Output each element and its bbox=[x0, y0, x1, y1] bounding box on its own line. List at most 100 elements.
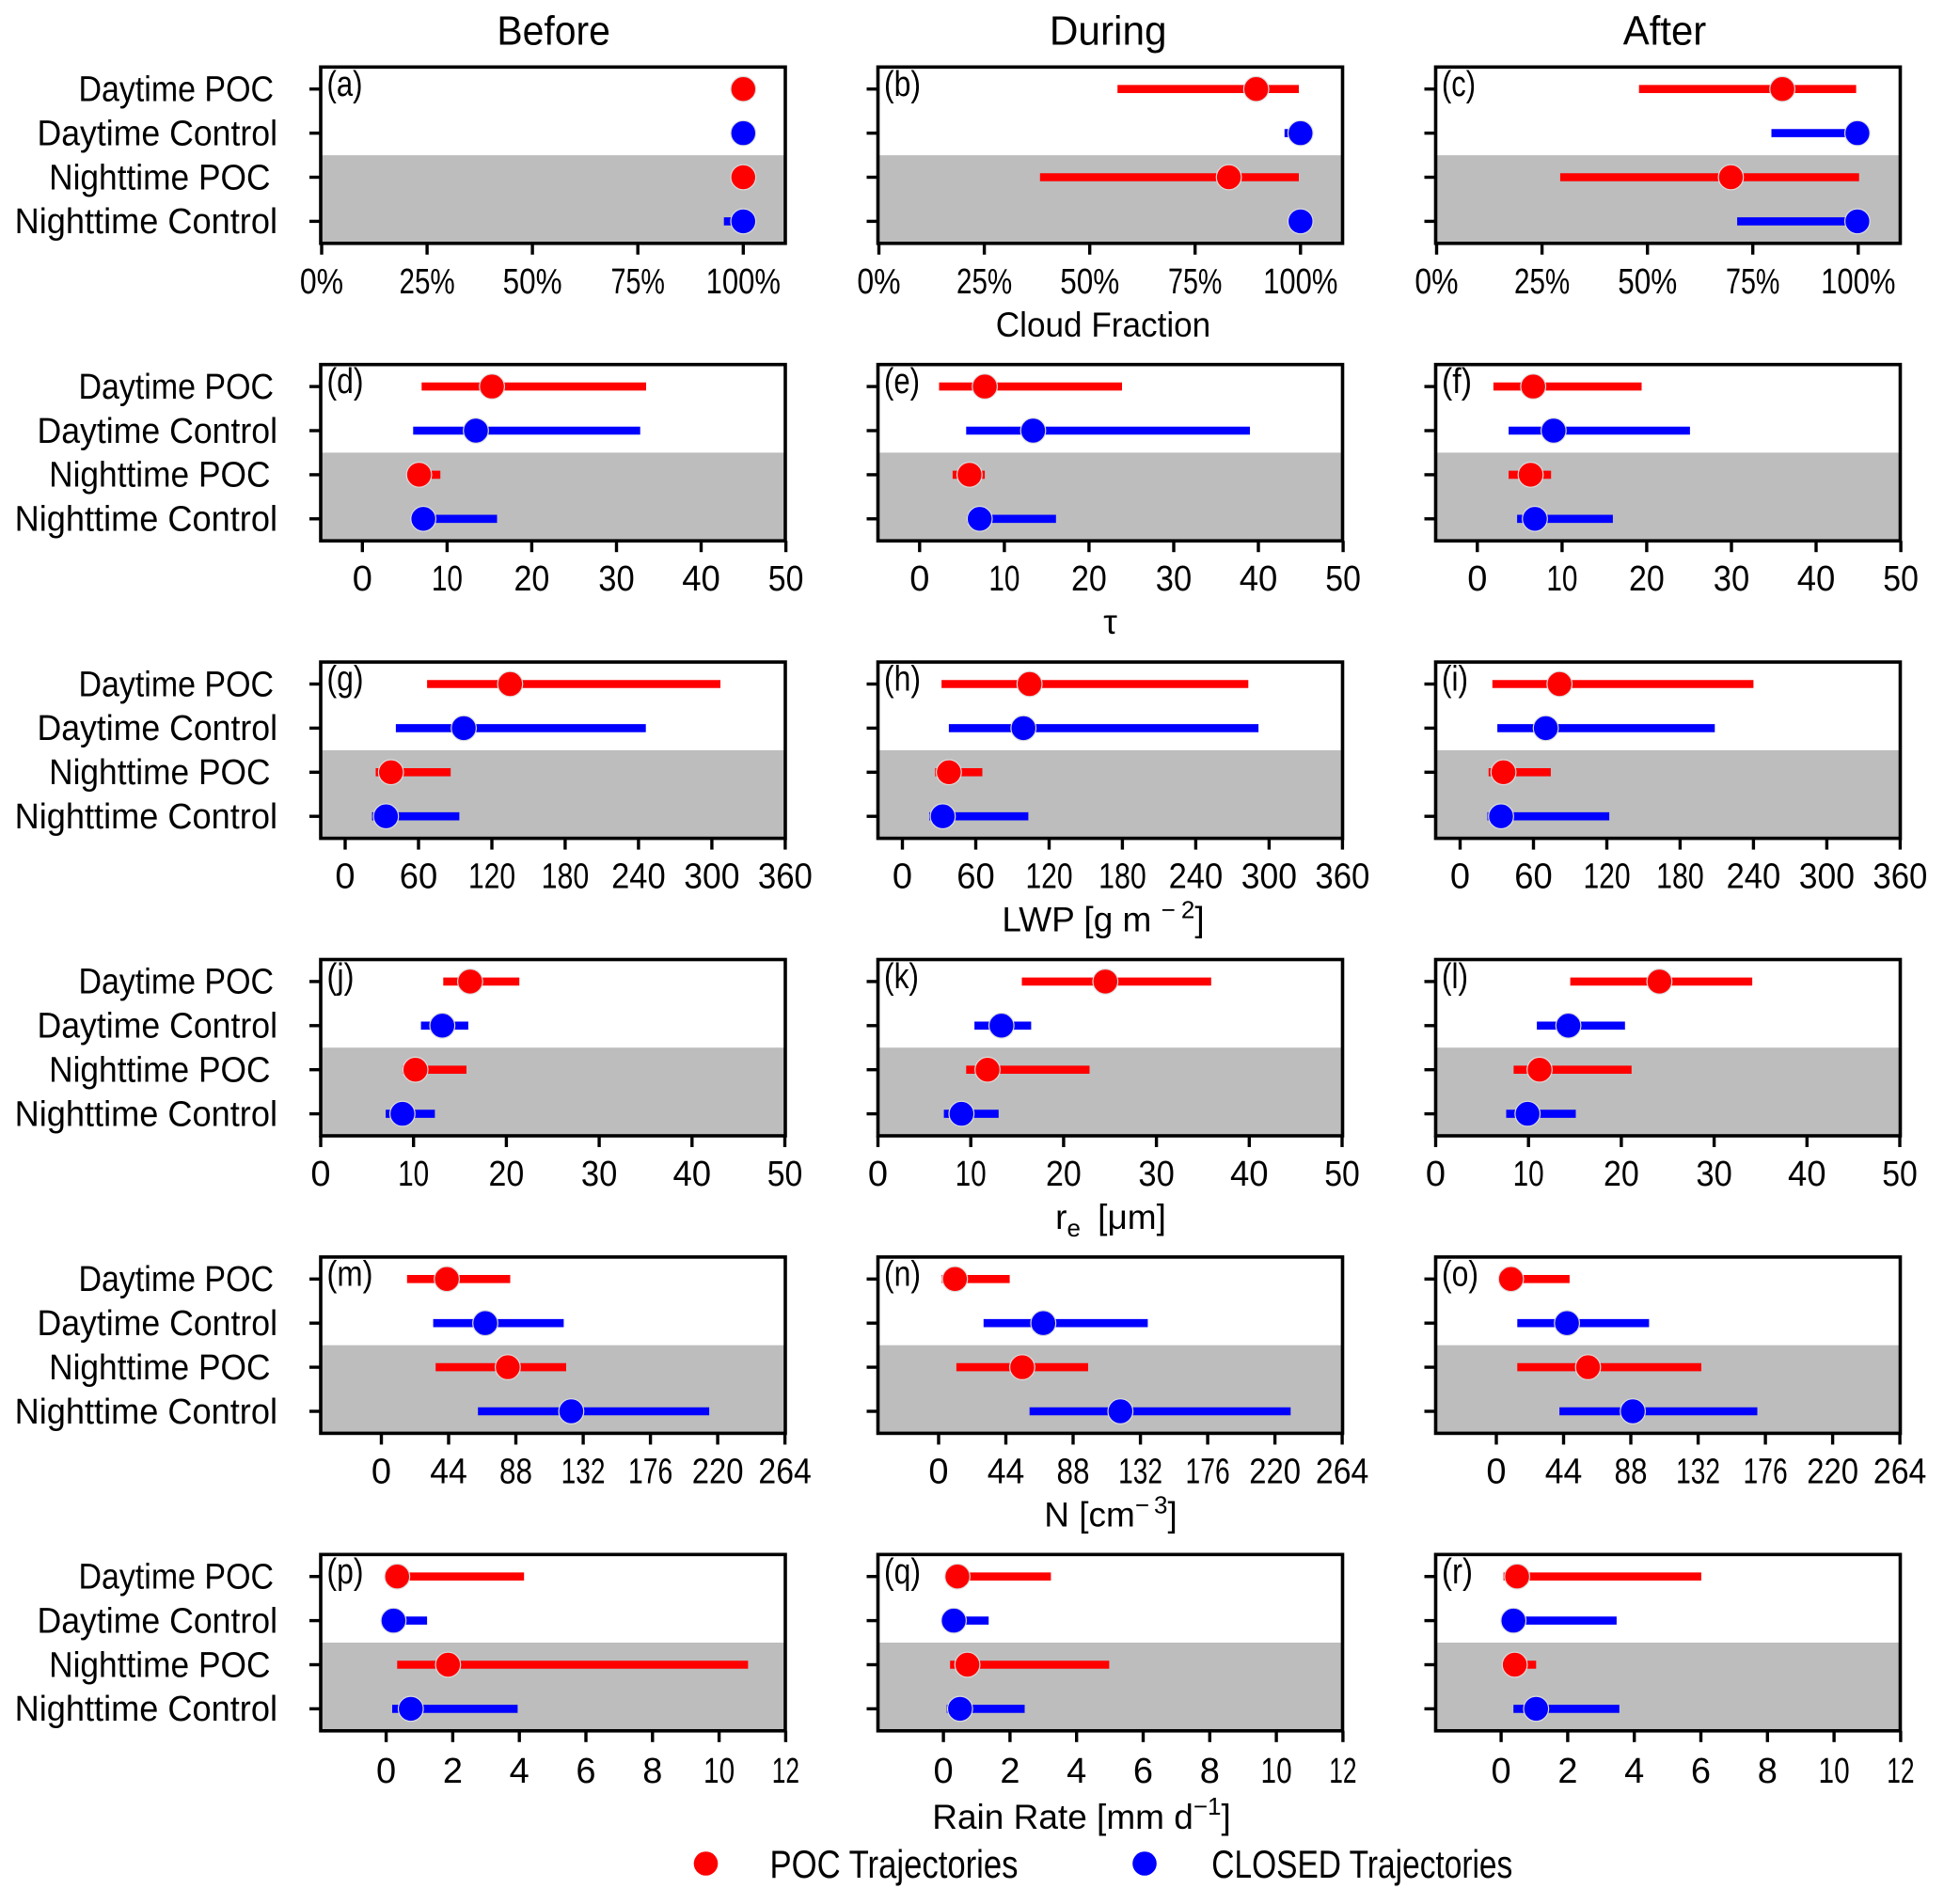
svg-text:240: 240 bbox=[1169, 858, 1224, 897]
svg-text:220: 220 bbox=[1249, 1452, 1301, 1491]
svg-text:0: 0 bbox=[310, 1155, 330, 1194]
svg-text:0: 0 bbox=[928, 1452, 948, 1491]
svg-text:0: 0 bbox=[335, 858, 355, 897]
svg-text:Rain Rate [mm d−1]: Rain Rate [mm d−1] bbox=[932, 1792, 1231, 1836]
svg-text:220: 220 bbox=[692, 1452, 744, 1491]
svg-text:40: 40 bbox=[682, 559, 720, 599]
svg-text:(q): (q) bbox=[884, 1552, 921, 1592]
svg-text:4: 4 bbox=[1067, 1752, 1086, 1791]
svg-text:25%: 25% bbox=[400, 262, 455, 302]
svg-text:(e): (e) bbox=[884, 362, 920, 401]
svg-text:0: 0 bbox=[371, 1452, 391, 1491]
svg-text:(b): (b) bbox=[884, 65, 921, 104]
svg-text:Nighttime Control: Nighttime Control bbox=[15, 500, 277, 540]
svg-text:Nighttime Control: Nighttime Control bbox=[15, 202, 277, 242]
svg-text:40: 40 bbox=[673, 1155, 712, 1194]
svg-text:CLOSED Trajectories: CLOSED Trajectories bbox=[1211, 1842, 1512, 1886]
svg-text:120: 120 bbox=[1583, 858, 1630, 897]
svg-text:Nighttime Control: Nighttime Control bbox=[15, 1690, 277, 1729]
svg-text:(l): (l) bbox=[1442, 957, 1468, 997]
svg-text:44: 44 bbox=[430, 1452, 467, 1491]
svg-text:0%: 0% bbox=[857, 262, 900, 302]
svg-text:After: After bbox=[1623, 8, 1707, 55]
svg-text:(h): (h) bbox=[884, 660, 921, 700]
svg-text:(d): (d) bbox=[327, 362, 364, 401]
svg-text:Nighttime POC: Nighttime POC bbox=[49, 1348, 270, 1388]
svg-text:Nighttime Control: Nighttime Control bbox=[15, 1393, 277, 1432]
svg-text:264: 264 bbox=[1316, 1452, 1368, 1491]
svg-text:25%: 25% bbox=[1514, 262, 1570, 302]
svg-text:(k): (k) bbox=[884, 957, 919, 997]
svg-text:re [μm]: re [μm] bbox=[1055, 1198, 1166, 1242]
svg-text:(o): (o) bbox=[1442, 1254, 1478, 1294]
svg-text:0: 0 bbox=[893, 858, 912, 897]
svg-text:60: 60 bbox=[400, 858, 437, 897]
svg-text:0: 0 bbox=[1467, 559, 1487, 599]
svg-text:240: 240 bbox=[1727, 858, 1781, 897]
svg-text:88: 88 bbox=[1057, 1452, 1090, 1491]
svg-text:(m): (m) bbox=[327, 1254, 373, 1294]
svg-text:8: 8 bbox=[1200, 1752, 1220, 1791]
svg-text:10: 10 bbox=[432, 559, 463, 599]
svg-text:360: 360 bbox=[1315, 858, 1369, 897]
svg-text:40: 40 bbox=[1788, 1155, 1826, 1194]
svg-text:75%: 75% bbox=[611, 262, 665, 302]
svg-text:Before: Before bbox=[497, 8, 610, 55]
svg-text:Nighttime Control: Nighttime Control bbox=[15, 1094, 277, 1134]
svg-text:Daytime POC: Daytime POC bbox=[79, 1558, 275, 1597]
svg-text:Nighttime POC: Nighttime POC bbox=[49, 456, 270, 496]
svg-text:100%: 100% bbox=[1263, 262, 1337, 302]
svg-text:2: 2 bbox=[1557, 1752, 1577, 1791]
svg-text:Daytime POC: Daytime POC bbox=[79, 1260, 275, 1299]
svg-text:0: 0 bbox=[934, 1752, 954, 1791]
svg-text:0: 0 bbox=[353, 559, 372, 599]
svg-text:20: 20 bbox=[514, 559, 550, 599]
svg-text:30: 30 bbox=[1138, 1155, 1174, 1194]
svg-text:20: 20 bbox=[489, 1155, 525, 1194]
svg-text:Daytime Control: Daytime Control bbox=[38, 709, 278, 748]
svg-text:40: 40 bbox=[1240, 559, 1278, 599]
svg-text:6: 6 bbox=[1133, 1752, 1153, 1791]
svg-text:10: 10 bbox=[703, 1752, 735, 1791]
svg-text:300: 300 bbox=[684, 858, 739, 897]
svg-text:(n): (n) bbox=[884, 1254, 921, 1294]
svg-text:100%: 100% bbox=[706, 262, 781, 302]
svg-text:Daytime Control: Daytime Control bbox=[38, 1007, 278, 1046]
svg-text:30: 30 bbox=[1696, 1155, 1731, 1194]
svg-text:Daytime Control: Daytime Control bbox=[38, 1304, 278, 1344]
svg-text:(p): (p) bbox=[327, 1552, 364, 1592]
svg-text:100%: 100% bbox=[1821, 262, 1895, 302]
svg-text:(g): (g) bbox=[327, 660, 364, 700]
svg-text:0%: 0% bbox=[1415, 262, 1458, 302]
svg-text:40: 40 bbox=[1797, 559, 1836, 599]
svg-text:50: 50 bbox=[1883, 559, 1919, 599]
svg-text:120: 120 bbox=[1025, 858, 1072, 897]
svg-text:220: 220 bbox=[1807, 1452, 1858, 1491]
svg-text:20: 20 bbox=[1071, 559, 1107, 599]
svg-text:10: 10 bbox=[988, 559, 1019, 599]
svg-text:30: 30 bbox=[598, 559, 634, 599]
svg-text:Nighttime POC: Nighttime POC bbox=[49, 158, 270, 197]
svg-text:25%: 25% bbox=[956, 262, 1012, 302]
svg-text:20: 20 bbox=[1604, 1155, 1639, 1194]
svg-text:75%: 75% bbox=[1726, 262, 1779, 302]
svg-text:0: 0 bbox=[1486, 1452, 1506, 1491]
svg-text:2: 2 bbox=[443, 1752, 463, 1791]
svg-text:10: 10 bbox=[1819, 1752, 1850, 1791]
svg-text:8: 8 bbox=[642, 1752, 662, 1791]
svg-text:12: 12 bbox=[1329, 1752, 1356, 1791]
svg-text:240: 240 bbox=[611, 858, 666, 897]
svg-text:60: 60 bbox=[956, 858, 994, 897]
svg-text:30: 30 bbox=[1714, 559, 1749, 599]
svg-text:88: 88 bbox=[499, 1452, 532, 1491]
svg-text:132: 132 bbox=[1118, 1452, 1162, 1491]
svg-text:50: 50 bbox=[768, 559, 804, 599]
svg-text:2: 2 bbox=[1000, 1752, 1019, 1791]
svg-text:0: 0 bbox=[376, 1752, 396, 1791]
svg-text:50%: 50% bbox=[503, 262, 562, 302]
svg-text:0: 0 bbox=[1450, 858, 1470, 897]
svg-text:Daytime Control: Daytime Control bbox=[38, 114, 278, 153]
svg-text:180: 180 bbox=[1656, 858, 1704, 897]
svg-text:10: 10 bbox=[956, 1155, 987, 1194]
svg-text:44: 44 bbox=[1545, 1452, 1583, 1491]
